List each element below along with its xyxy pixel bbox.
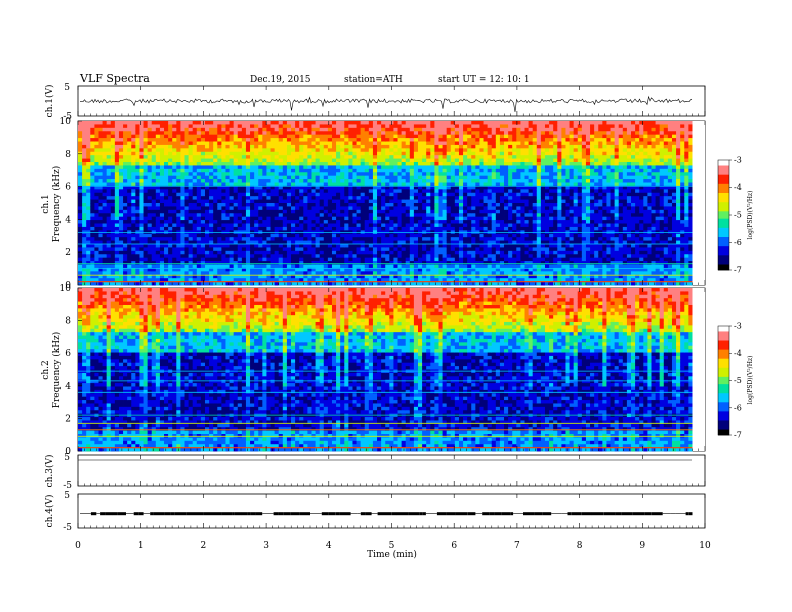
cb1-tick-neg6: -6	[734, 238, 742, 247]
cb1-tick-neg5: -5	[734, 211, 742, 220]
spec2-ytick-8: 8	[65, 317, 71, 327]
ch2-spectrogram-ylabel-frequency: Frequency (kHz)	[51, 332, 62, 409]
ch4-waveform-panel: 5 -5 ch.4(V)	[44, 491, 706, 533]
ch2-spectrogram-ylabel-channel: ch.2	[41, 360, 51, 379]
ch1-spectrogram-ylabel-channel: ch.1	[41, 194, 51, 213]
time-tick-8: 8	[577, 541, 583, 551]
spec1-ytick-0: 0	[65, 281, 71, 291]
time-tick-6: 6	[451, 541, 457, 551]
ch2-colorbar-label: log(PSD)(V²/Hz)	[747, 356, 754, 405]
ch2-spectrogram-image	[78, 288, 705, 452]
header-date: Dec.19, 2015	[250, 75, 311, 85]
time-axis-ticks: 0 1 2 3 4 5 6 7 8 9 10	[75, 86, 711, 551]
ch1-colorbar-gradient	[717, 159, 730, 271]
ch1-spectrogram-panel: 0 2 4 6 8 10 ch.1 Frequency (kHz) -3 -4 -5 -6 -7 …	[41, 117, 754, 291]
ch4-ytick-top: 5	[64, 491, 70, 501]
ch2-colorbar-ticks: -3 -4 -5 -6 -7	[729, 322, 742, 440]
ch1-waveform-line	[79, 95, 693, 112]
spec2-ytick-4: 4	[65, 382, 71, 392]
spec1-ytick-2: 2	[65, 248, 71, 258]
cb1-tick-neg4: -4	[734, 183, 742, 192]
cb1-tick-neg3: -3	[734, 156, 742, 165]
ch1-colorbar-ticks: -3 -4 -5 -6 -7	[729, 156, 742, 275]
ch3-ytick-top: 5	[64, 453, 70, 463]
header-start-time: start UT = 12: 10: 1	[438, 75, 530, 85]
spec1-ytick-8: 8	[65, 150, 71, 160]
time-tick-3: 3	[263, 541, 269, 551]
spec2-ytick-0: 0	[65, 447, 71, 457]
ch1-waveform-ylabel: ch.1(V)	[44, 85, 55, 118]
cb1-tick-neg7: -7	[734, 266, 742, 275]
spec1-ytick-6: 6	[65, 183, 71, 193]
ch1-spectrogram-yticks: 0 2 4 6 8 10	[60, 117, 82, 291]
time-tick-2: 2	[201, 541, 207, 551]
cb2-tick-neg3: -3	[734, 322, 742, 331]
ch1-ytick-top: 5	[64, 83, 70, 93]
time-tick-5: 5	[389, 541, 395, 551]
spec2-ytick-2: 2	[65, 414, 71, 424]
ch1-colorbar-label: log(PSD)(V²/Hz)	[747, 191, 754, 240]
time-tick-9: 9	[639, 541, 645, 551]
ch4-ytick-bottom: -5	[63, 523, 72, 533]
time-tick-0: 0	[75, 541, 81, 551]
cb2-tick-neg7: -7	[734, 431, 742, 440]
ch2-spectrogram-yticks: 0 2 4 6 8 10	[60, 284, 82, 457]
cb2-tick-neg4: -4	[734, 349, 742, 358]
spec1-ytick-4: 4	[65, 215, 71, 225]
ch4-waveform-line	[80, 512, 693, 516]
ch1-spectrogram-image	[78, 121, 705, 286]
ch2-colorbar-gradient	[717, 325, 730, 436]
ch4-waveform-ylabel: ch.4(V)	[44, 495, 55, 528]
cb2-tick-neg5: -5	[734, 376, 742, 385]
header-station: station=ATH	[344, 75, 403, 85]
ch1-colorbar: -3 -4 -5 -6 -7 log(PSD)(V²/Hz)	[717, 156, 754, 275]
ch2-colorbar: -3 -4 -5 -6 -7 log(PSD)(V²/Hz)	[717, 322, 754, 440]
spec2-ytick-6: 6	[65, 349, 71, 359]
spec1-ytick-10: 10	[60, 117, 72, 127]
spec2-ytick-10: 10	[60, 284, 72, 294]
time-axis-label: Time (min)	[367, 549, 417, 560]
time-tick-4: 4	[326, 541, 332, 551]
cb2-tick-neg6: -6	[734, 403, 742, 412]
time-tick-1: 1	[138, 541, 144, 551]
ch3-ytick-bottom: -5	[63, 481, 72, 491]
ch1-ytick-bottom: -5	[63, 112, 72, 122]
ch1-spectrogram-ylabel-frequency: Frequency (kHz)	[51, 166, 62, 243]
ch1-waveform-panel: 5 -5 ch.1(V)	[44, 83, 706, 122]
time-tick-10: 10	[699, 541, 711, 551]
ch2-spectrogram-panel: 0 2 4 6 8 10 ch.2 Frequency (kHz) -3 -4 -5 -6 -7 …	[41, 284, 754, 457]
ch3-waveform-panel: 5 -5 ch.3(V)	[44, 453, 706, 491]
ch3-waveform-ylabel: ch.3(V)	[44, 455, 55, 488]
ch4-waveform-frame	[77, 493, 706, 529]
figure-title: VLF Spectra	[79, 72, 150, 85]
time-tick-7: 7	[514, 541, 520, 551]
